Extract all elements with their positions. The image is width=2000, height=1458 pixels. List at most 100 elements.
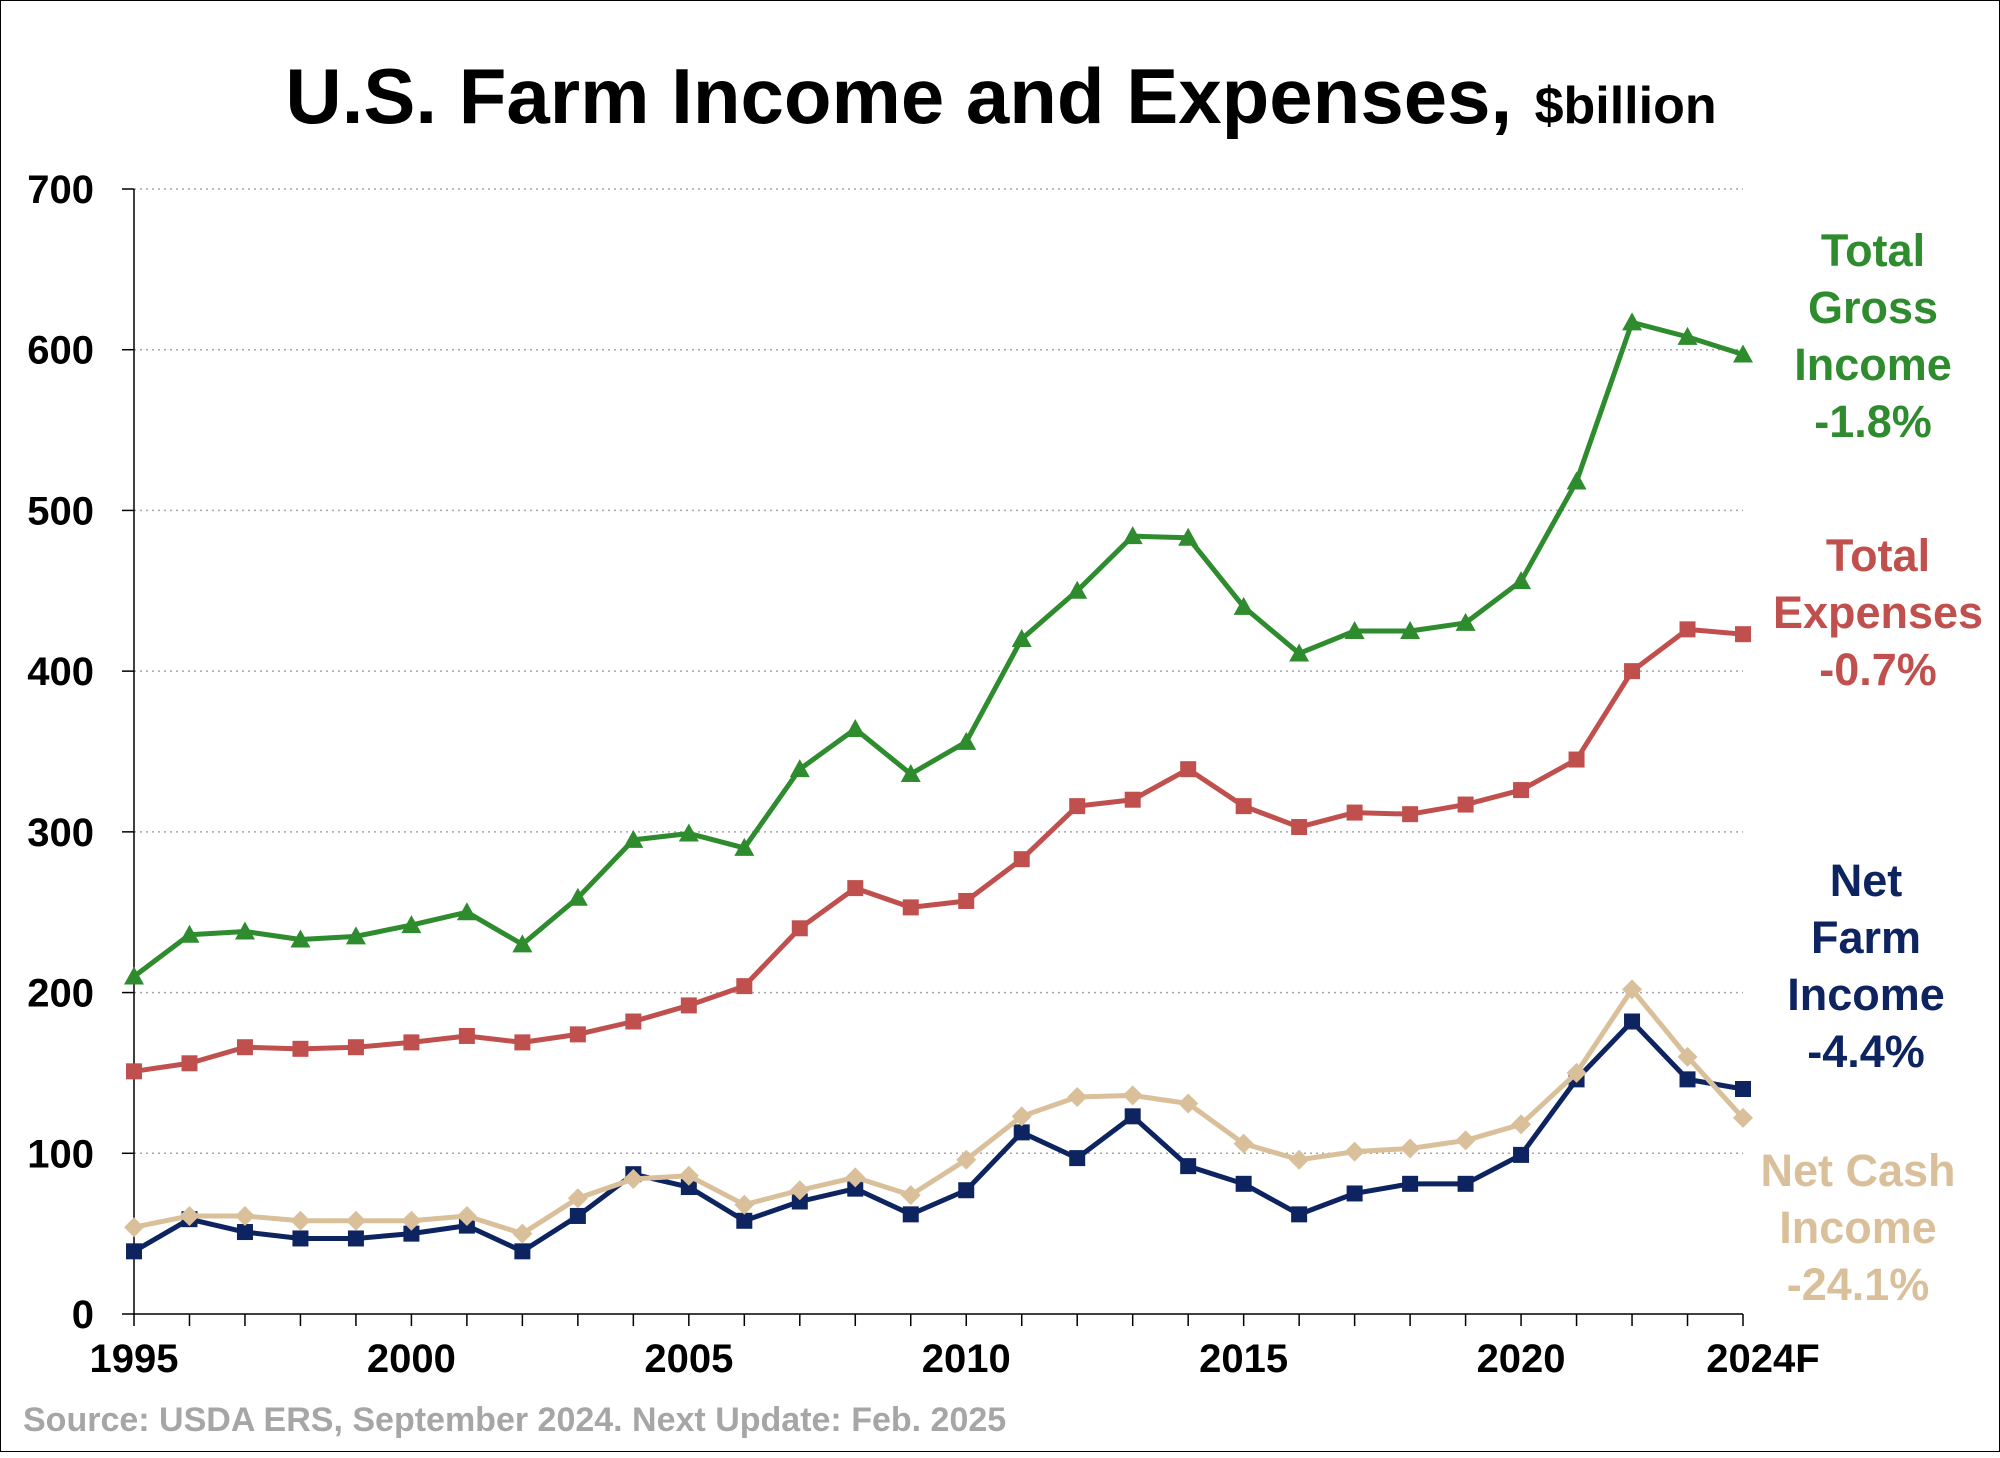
net-farm-income-point: [1346, 1185, 1363, 1202]
x-tick-label: 2020: [1477, 1337, 1566, 1381]
total-expenses-point: [236, 1039, 253, 1056]
total-gross-income-point: [956, 731, 977, 750]
net-cash-income-point: [1455, 1130, 1476, 1151]
total-expenses-point: [347, 1039, 364, 1056]
total-gross-income-point: [124, 966, 144, 985]
net-farm-income-point: [569, 1207, 586, 1224]
total-expenses-point: [902, 899, 919, 916]
y-tick-label: 700: [27, 168, 94, 212]
chart-title: U.S. Farm Income and Expenses, $billion: [285, 52, 1716, 140]
net-cash-income-point: [1067, 1087, 1088, 1108]
x-tick-label: 1995: [90, 1337, 179, 1381]
total-gross-income-point: [345, 926, 366, 945]
total-gross-income-point: [1622, 312, 1643, 331]
total-expenses-point: [1124, 791, 1141, 808]
total-gross-income-point: [456, 902, 477, 921]
axes: 0 100 200 300 400 500 600 700 1995 2000 2005 2010 20…: [27, 168, 1819, 1381]
total-gross-income-point: [567, 887, 588, 906]
total-expenses-point: [569, 1026, 586, 1043]
chart-title-unit: $billion: [1535, 77, 1717, 135]
total-expenses-point: [514, 1034, 531, 1051]
total-expenses-point: [1624, 663, 1641, 680]
total-expenses-point: [1568, 751, 1585, 768]
total-gross-income-point: [900, 764, 921, 782]
net-farm-income-point: [403, 1225, 420, 1242]
net-cash-income-point: [1622, 979, 1643, 1000]
total-gross-income-point: [234, 921, 255, 940]
total-gross-income-point: [1011, 629, 1032, 647]
series-annotation: Total Expenses -0.7%: [1773, 530, 1983, 695]
total-expenses-point: [847, 880, 864, 897]
net-farm-income-point: [236, 1224, 253, 1241]
total-gross-income-point: [623, 829, 644, 848]
total-expenses-point: [292, 1040, 309, 1057]
y-tick-label: 400: [27, 650, 94, 694]
net-cash-income-point: [1566, 1062, 1587, 1083]
net-cash-income-point: [1233, 1133, 1254, 1154]
total-gross-income-point: [789, 759, 810, 778]
net-cash-income-point: [456, 1205, 477, 1226]
total-expenses-point: [1679, 621, 1696, 638]
total-expenses-point: [1180, 761, 1197, 778]
total-expenses-point: [126, 1063, 142, 1080]
total-expenses-point: [1735, 626, 1751, 643]
net-cash-income-point: [1400, 1138, 1421, 1159]
net-farm-income-point: [126, 1243, 142, 1260]
total-gross-income-point: [290, 929, 311, 948]
net-cash-income-point: [678, 1165, 699, 1186]
chart-title-main: U.S. Farm Income and Expenses,: [285, 52, 1512, 140]
y-tick-label: 100: [27, 1132, 94, 1176]
net-farm-income-point: [1624, 1013, 1641, 1030]
total-gross-income-point: [1067, 580, 1088, 599]
total-expenses-point: [736, 978, 753, 995]
total-gross-income-point: [678, 823, 699, 842]
net-farm-income-point: [902, 1206, 919, 1223]
net-cash-income-point: [401, 1210, 422, 1231]
net-cash-income-point: [956, 1149, 977, 1170]
net-farm-income-point: [1235, 1175, 1252, 1192]
total-expenses-point: [1291, 819, 1308, 836]
net-cash-income-point: [900, 1185, 921, 1206]
net-cash-income-point: [1289, 1149, 1310, 1170]
net-farm-income-point: [1402, 1175, 1419, 1192]
series-labels: Total Gross Income -1.8% Total Expenses -0.7% N…: [1760, 225, 1983, 1310]
total-gross-income-point: [1455, 612, 1476, 631]
total-expenses-point: [1457, 796, 1474, 813]
net-cash-income-point: [623, 1169, 644, 1189]
x-tick-label: 2000: [367, 1337, 456, 1381]
series-annotation: Total Gross Income -1.8%: [1794, 225, 1952, 447]
series-annotation: Net Cash Income -24.1%: [1760, 1145, 1955, 1310]
total-expenses-line: [133, 626, 1744, 1074]
net-cash-income-point: [1122, 1085, 1143, 1106]
net-cash-income-point: [1511, 1114, 1532, 1135]
net-cash-income-point: [567, 1188, 588, 1209]
net-cash-income-line: [133, 986, 1745, 1237]
net-farm-income-point: [1679, 1071, 1696, 1088]
y-tick-label: 200: [27, 972, 94, 1016]
net-cash-income-point: [1344, 1141, 1365, 1162]
total-expenses-point: [1013, 851, 1030, 868]
net-farm-income-point: [1124, 1108, 1141, 1125]
total-gross-income-point: [1511, 571, 1532, 590]
total-gross-income-point: [1733, 344, 1753, 363]
series-lines: [124, 312, 1753, 1260]
net-farm-income-point: [791, 1193, 808, 1210]
total-gross-income-point: [401, 915, 422, 934]
net-cash-income-point: [1011, 1106, 1032, 1127]
net-farm-income-point: [1069, 1150, 1086, 1167]
total-gross-income-point: [734, 837, 755, 856]
net-cash-income-point: [512, 1223, 533, 1244]
total-expenses-point: [1346, 804, 1363, 821]
net-farm-income-point: [292, 1230, 309, 1247]
total-expenses-point: [1235, 798, 1252, 815]
net-cash-income-point: [789, 1180, 810, 1201]
net-farm-income-point: [736, 1212, 753, 1229]
total-expenses-point: [1513, 782, 1530, 799]
net-cash-income-point: [845, 1167, 866, 1188]
total-expenses-point: [958, 892, 975, 909]
total-gross-income-point: [1566, 471, 1587, 490]
net-cash-income-point: [179, 1205, 200, 1226]
net-farm-income-point: [1291, 1206, 1308, 1223]
net-farm-income-point: [1013, 1124, 1030, 1141]
